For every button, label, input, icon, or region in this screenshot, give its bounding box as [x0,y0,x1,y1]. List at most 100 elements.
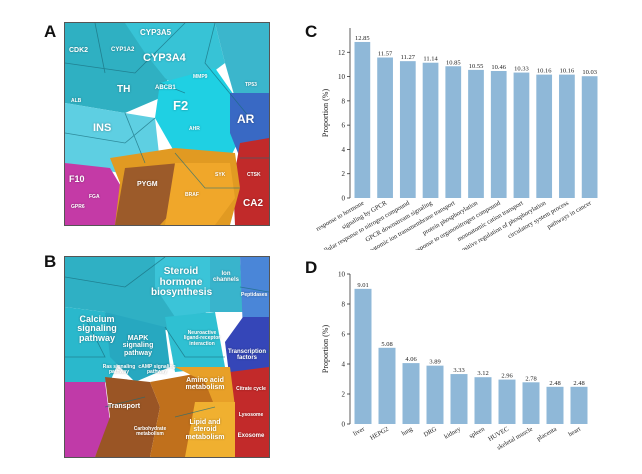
chart-c-bar-3 [422,62,439,198]
chart-c-y-tick-label-5: 10 [338,73,346,81]
chart-c-bar-6 [490,70,507,198]
voronoi-a-shapes [65,23,269,225]
voronoi-a-label-ar: AR [237,112,255,126]
chart-d-bar-6 [498,379,516,424]
chart-d-category-label-1: HEPG2 [369,426,390,442]
chart-c-y-tick-label-6: 12 [338,49,346,57]
chart-c-value-label-7: 10.33 [514,66,529,73]
chart-d-category-label-5: spleen [468,425,487,440]
chart-d-y-tick-label-0: 0 [342,421,346,429]
voronoi-b-label-amino: Amino acid metabolism [185,377,225,392]
voronoi-a-label-gpr6: GPR6 [71,204,85,210]
chart-d-value-label-4: 3.33 [453,367,464,374]
chart-c-y-tick-label-1: 2 [342,170,346,178]
chart-d-category-label-3: DRG [423,426,439,439]
voronoi-a-label-cyp3a5: CYP3A5 [140,28,172,37]
voronoi-a-label-tp53: TP53 [245,82,257,88]
voronoi-a-label-braf: BRAF [185,192,199,198]
voronoi-b-label-lysosome: Lysosome [238,412,264,418]
voronoi-a-label-alb: ALB [71,98,82,104]
chart-d-y-tick-label-1: 2 [342,391,346,399]
voronoi-treemap-b: Steroid hormone biosynthesis Ion channel… [64,256,270,458]
chart-d-category-label-2: lung [400,425,414,437]
chart-c-bar-5 [468,69,484,198]
chart-d-value-label-5: 3.12 [477,370,488,377]
voronoi-b-label-ion-channels: Ion channels [212,271,239,284]
chart-d-bar-2 [402,363,420,424]
chart-d-y-tick-label-4: 8 [342,301,346,309]
chart-c-bar-0 [354,41,371,198]
panel-letter-a: A [44,22,57,41]
voronoi-a-label-ca2: CA2 [243,198,264,209]
chart-c-value-label-4: 10.85 [446,59,461,66]
chart-c-value-label-0: 12.85 [355,35,370,42]
voronoi-a-label-mmp9: MMP9 [193,74,208,80]
chart-d-bar-7 [522,382,540,424]
voronoi-a-label-pygm: PYGM [137,181,158,188]
bar-chart-d: 0 2 4 6 8 10 Proportion (%) 9.01 liver 5.08 HEPG2 4… [321,271,588,452]
voronoi-a-label-abcb1: ABCB1 [155,85,176,91]
chart-c-bar-2 [399,61,416,199]
voronoi-a-label-f2: F2 [173,98,189,113]
chart-d-value-label-1: 5.08 [381,341,392,348]
voronoi-a-label-cyp1a2: CYP1A2 [111,47,135,53]
chart-d-value-label-8: 2.48 [549,380,560,387]
chart-d-value-label-9: 2.48 [573,380,584,387]
voronoi-a-label-ins: INS [93,122,112,134]
chart-d-category-label-4: kidney [443,425,462,440]
chart-d-value-label-0: 9.01 [357,282,368,289]
voronoi-b-shapes [65,257,269,457]
chart-d-bar-4 [450,374,468,424]
voronoi-b-label-camp: cAMP signaling pathway [138,364,176,376]
chart-c-bar-8 [536,74,553,198]
chart-c-value-label-9: 10.16 [560,68,575,75]
voronoi-a-label-cdk2: CDK2 [69,47,89,54]
voronoi-a-label-syk: SYK [215,172,226,178]
chart-d-bar-8 [546,386,564,424]
chart-c-y-tick-label-4: 8 [342,97,346,105]
panel-letter-c: C [305,22,318,41]
chart-c-value-label-1: 11.57 [378,51,393,58]
chart-c-bar-10 [581,76,598,198]
chart-d-bar-9 [570,386,588,424]
chart-c-value-label-6: 10.46 [491,64,506,71]
chart-d-bar-1 [378,347,396,424]
chart-c-y-axis-label: Proportion (%) [321,89,330,138]
chart-c-y-tick-label-2: 4 [342,146,346,154]
chart-d-category-label-8: placenta [536,426,558,443]
voronoi-b-label-transcription: Transcription factors [227,349,266,362]
chart-c-bar-4 [445,66,462,198]
chart-d-bar-5 [474,377,492,424]
chart-c-value-label-2: 11.27 [401,54,416,61]
chart-d-value-label-6: 2.96 [501,373,513,380]
voronoi-a-label-th: TH [117,84,131,95]
chart-d-category-label-9: heart [567,426,582,439]
chart-c-bar-7 [513,72,530,198]
voronoi-b-label-peptidases: Peptidases [241,292,268,298]
voronoi-b-label-exosome: Exosome [237,433,265,439]
voronoi-a-label-ahr: AHR [189,126,200,132]
chart-d-value-label-2: 4.06 [405,356,417,363]
voronoi-b-label-transport: Transport [107,403,141,410]
panel-letter-d: D [305,258,318,277]
chart-d-value-label-7: 2.78 [525,375,536,382]
chart-c-bar-9 [559,74,575,198]
chart-d-y-tick-label-2: 4 [342,361,346,369]
voronoi-b-label-mapk: MAPK signaling pathway [122,335,154,357]
voronoi-b-label-ras: Ras signaling pathway [102,364,136,376]
chart-d-bar-0 [354,288,372,424]
panel-letter-b: B [44,252,57,271]
voronoi-b-label-calcium: Calcium signaling pathway [77,314,117,343]
voronoi-b-label-neuroactive: Neuroactive ligand-receptor interaction [183,330,221,347]
voronoi-b-label-citrate: Citrate cycle [236,386,266,392]
voronoi-a-label-fga: FGA [89,194,100,200]
chart-c-y-tick-label-3: 6 [342,122,346,130]
chart-c-bar-1 [377,57,393,198]
voronoi-b-label-steroid: Steroid hormone biosynthesis [151,266,213,298]
chart-d-value-label-3: 3.89 [429,359,440,366]
chart-d-y-tick-label-3: 6 [342,331,346,339]
voronoi-treemap-a: CYP3A5 CDK2 CYP1A2 CYP3A4 ABCB1 TH F2 IN… [64,22,270,226]
voronoi-a-label-f10: F10 [69,174,85,184]
chart-d-category-label-0: liver [352,425,367,437]
